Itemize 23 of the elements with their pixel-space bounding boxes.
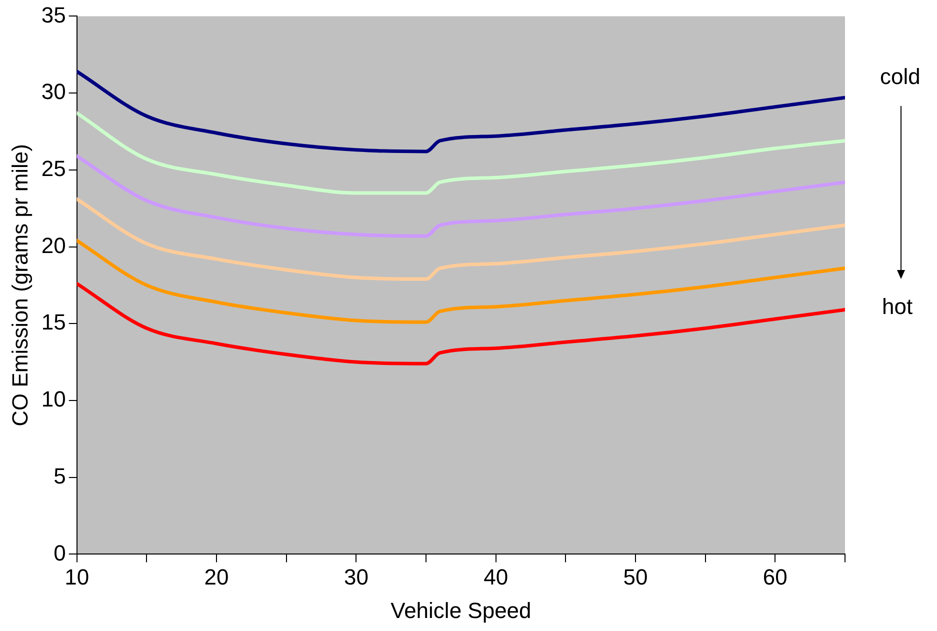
line-series — [76, 111, 845, 195]
y-tick-label: 15 — [41, 310, 66, 335]
x-tick-label: 60 — [762, 564, 788, 590]
x-tick-label: 20 — [204, 564, 229, 590]
x-axis-title: Vehicle Speed — [390, 598, 532, 623]
y-tick-label: 20 — [41, 232, 66, 258]
y-axis-title: CO Emission (grams pr mile) — [7, 144, 32, 426]
x-tick-label: 50 — [623, 564, 648, 590]
y-tick-label: 0 — [54, 540, 66, 566]
x-tick-label: 30 — [344, 564, 368, 590]
line-series — [76, 197, 845, 281]
line-series — [76, 70, 845, 154]
text: cold — [880, 64, 920, 90]
y-tick-label: 10 — [41, 386, 66, 412]
line-series — [76, 154, 845, 238]
text: hot — [882, 294, 913, 320]
line-series — [76, 282, 845, 366]
x-tick-label: 40 — [484, 564, 508, 590]
y-tick-label: 5 — [54, 463, 66, 488]
y-tick-label: 35 — [41, 2, 66, 28]
line-series — [76, 238, 845, 324]
y-tick-label: 25 — [41, 156, 66, 181]
y-tick-label: 30 — [41, 79, 66, 104]
